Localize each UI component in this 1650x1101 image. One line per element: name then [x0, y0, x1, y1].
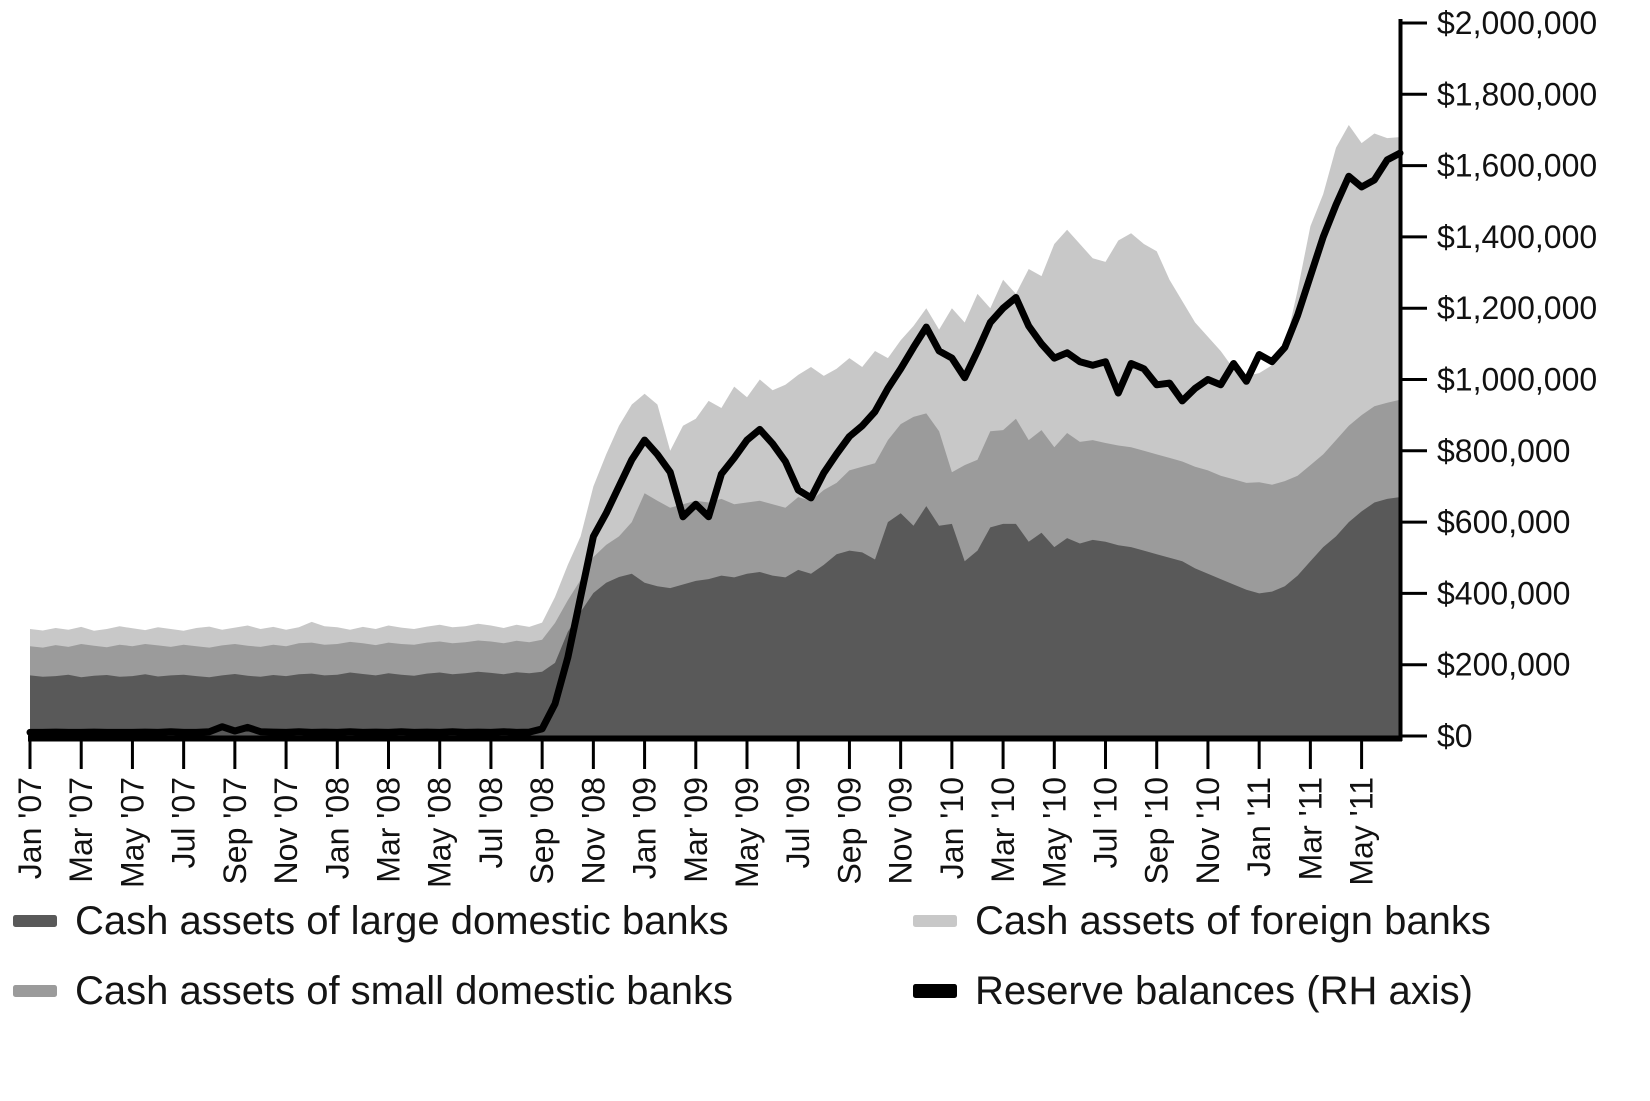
x-axis-label: May '08: [422, 777, 458, 888]
legend-swatch-reserve-balances-icon: [913, 984, 957, 998]
x-axis-label: May '10: [1036, 777, 1072, 888]
x-axis-label: Sep '07: [217, 777, 253, 885]
x-axis-label: Jul '07: [166, 777, 202, 869]
reserve-balances-line: [26, 149, 1404, 736]
x-axis-label: Jul '08: [473, 777, 509, 869]
x-axis-label: Mar '11: [1292, 777, 1328, 880]
x-axis-label: Mar '10: [985, 777, 1021, 883]
legend-label-reserve-balances: Reserve balances (RH axis): [975, 968, 1473, 1013]
x-axis-label: Mar '09: [678, 777, 714, 883]
y-axis-label: $1,400,000: [1437, 219, 1597, 255]
y-axis-label: $1,600,000: [1437, 148, 1597, 184]
legend-item-reserve-balances: Reserve balances (RH axis): [913, 967, 1473, 1015]
legend-swatch-foreign-banks-icon: [913, 915, 957, 927]
x-axis-label: May '07: [114, 777, 150, 888]
legend-item-foreign-banks: Cash assets of foreign banks: [913, 897, 1491, 945]
x-axis-label: Nov '10: [1190, 777, 1226, 885]
legend-label-foreign-banks: Cash assets of foreign banks: [975, 898, 1491, 943]
x-axis-label: Mar '07: [63, 777, 99, 883]
x-axis-label: Sep '08: [524, 777, 560, 885]
x-axis-label: Jan '08: [319, 777, 355, 879]
x-axis-label: Nov '07: [268, 777, 304, 885]
x-axis-label: Jan '11: [1241, 777, 1277, 877]
y-axis-label: $2,000,000: [1437, 5, 1597, 41]
x-axis-label: May '11: [1344, 777, 1380, 886]
legend-label-large-domestic: Cash assets of large domestic banks: [75, 898, 729, 943]
x-axis-label: May '09: [729, 777, 765, 888]
x-axis-label: Jan '09: [627, 777, 663, 879]
legend-item-large-domestic: Cash assets of large domestic banks: [13, 897, 729, 945]
x-axis-label: Jan '07: [12, 777, 48, 879]
x-axis-label: Nov '09: [883, 777, 919, 885]
legend-swatch-large-domestic-icon: [13, 915, 57, 927]
y-axis-label: $400,000: [1437, 575, 1570, 611]
y-axis-label: $600,000: [1437, 504, 1570, 540]
y-axis-label: $0: [1437, 718, 1473, 754]
x-axis-label: Sep '09: [831, 777, 867, 885]
x-axis-label: Nov '08: [575, 777, 611, 885]
y-axis-label: $1,000,000: [1437, 362, 1597, 398]
x-axis-label: Jul '09: [780, 777, 816, 869]
legend-item-small-domestic: Cash assets of small domestic banks: [13, 967, 733, 1015]
x-axis-label: Jul '10: [1088, 777, 1124, 869]
y-axis-label: $1,200,000: [1437, 290, 1597, 326]
legend-label-small-domestic: Cash assets of small domestic banks: [75, 968, 734, 1013]
y-axis-label: $1,800,000: [1437, 76, 1597, 112]
stacked-area-large-domestic: [30, 497, 1400, 740]
x-axis-label: Jan '10: [934, 777, 970, 879]
x-axis-label: Sep '10: [1139, 777, 1175, 885]
y-axis-label: $800,000: [1437, 433, 1570, 469]
x-axis-label: Mar '08: [371, 777, 407, 883]
legend-swatch-small-domestic-icon: [13, 985, 57, 997]
y-axis-label: $200,000: [1437, 647, 1570, 683]
